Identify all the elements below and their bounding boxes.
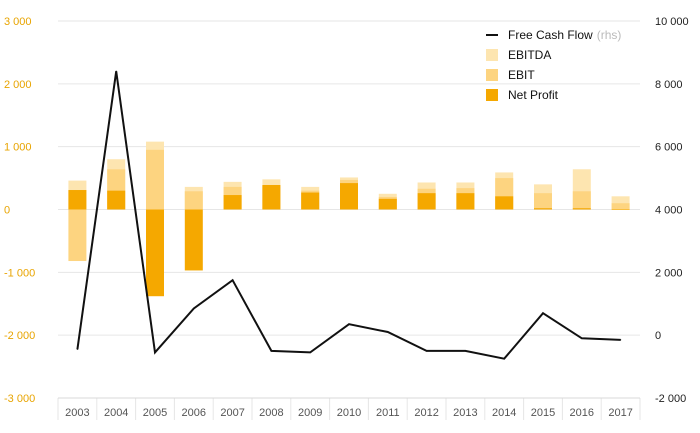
point-free-cash-flow — [309, 351, 311, 354]
bar-net-profit — [456, 193, 475, 210]
point-free-cash-flow — [620, 339, 622, 341]
x-tick-label: 2006 — [182, 407, 206, 419]
bar-ebit — [68, 209, 87, 262]
bar-net-profit — [68, 190, 87, 210]
bar-ebit — [184, 191, 203, 210]
point-free-cash-flow — [115, 70, 117, 72]
point-free-cash-flow — [581, 337, 583, 339]
legend-label-net-profit: Net Profit — [508, 88, 559, 102]
legend-name: Net Profit — [508, 88, 559, 102]
x-tick-label: 2011 — [376, 407, 400, 419]
x-tick-label: 2016 — [570, 407, 594, 419]
x-tick-label: 2013 — [453, 407, 477, 419]
legend-marker-net-profit — [486, 89, 498, 101]
point-free-cash-flow — [76, 348, 78, 350]
legend: Free Cash Flow (rhs) EBITDA EBIT Net Profit — [486, 28, 621, 102]
x-tick-label: 2008 — [259, 407, 283, 419]
bar-net-profit — [301, 192, 320, 210]
bar-net-profit — [262, 184, 281, 210]
bar-net-profit — [495, 196, 514, 210]
point-free-cash-flow — [426, 350, 428, 352]
point-free-cash-flow — [503, 358, 505, 360]
bar-net-profit — [107, 190, 126, 210]
point-free-cash-flow — [464, 350, 466, 352]
point-free-cash-flow — [154, 351, 156, 354]
x-tick-label: 2005 — [143, 407, 167, 419]
point-free-cash-flow — [387, 331, 389, 333]
y-tick-label-left: -3 000 — [4, 393, 35, 405]
x-tick-label: 2014 — [492, 407, 516, 419]
y-tick-label-left: 1 000 — [4, 142, 32, 154]
legend-marker-ebitda — [486, 49, 498, 61]
free-cash-flow-line-group — [76, 70, 622, 360]
bar-net-profit — [417, 193, 436, 210]
legend-marker-ebit — [486, 69, 498, 81]
y-tick-label-right: 2 000 — [655, 267, 683, 279]
bars — [68, 141, 630, 297]
legend-note: (rhs) — [597, 28, 622, 42]
legend-label-free-cash-flow: Free Cash Flow (rhs) — [508, 28, 621, 42]
bar-ebit — [146, 149, 164, 210]
legend-label-ebitda: EBITDA — [508, 48, 551, 62]
bar-net-profit — [378, 198, 397, 210]
y-tick-label-right: 0 — [655, 330, 661, 342]
y-tick-label-right: 6 000 — [655, 142, 683, 154]
x-tick-label: 2012 — [414, 407, 438, 419]
legend-name: EBITDA — [508, 48, 551, 62]
bar-net-profit — [534, 208, 552, 210]
bar-net-profit — [572, 208, 591, 210]
y-tick-label-right: 8 000 — [655, 79, 683, 91]
x-tick-label: 2010 — [337, 407, 361, 419]
y-tick-label-right: 4 000 — [655, 205, 683, 217]
y-tick-label-right: -2 000 — [655, 393, 686, 405]
legend-name: Free Cash Flow — [508, 28, 593, 42]
legend-label-ebit: EBIT — [508, 68, 535, 82]
point-free-cash-flow — [270, 350, 272, 352]
bar-net-profit — [340, 183, 358, 210]
bar-net-profit — [184, 209, 203, 271]
y-tick-label-left: -1 000 — [4, 267, 35, 279]
bar-net-profit — [611, 209, 630, 210]
point-free-cash-flow — [542, 312, 544, 314]
x-tick-label: 2007 — [220, 407, 244, 419]
x-tick-label: 2009 — [298, 407, 322, 419]
y-tick-label-left: 0 — [4, 205, 10, 217]
point-free-cash-flow — [193, 307, 195, 310]
bar-net-profit — [223, 195, 242, 210]
x-tick-label: 2004 — [104, 407, 128, 419]
axes: -3 000 -2 000 -1 000 0 1 000 2 000 3 000 -2 000… — [4, 16, 689, 419]
legend-name: EBIT — [508, 68, 535, 82]
point-free-cash-flow — [232, 279, 234, 281]
bar-net-profit — [146, 209, 164, 297]
y-tick-label-right: 10 000 — [655, 16, 689, 28]
bar-ebit — [611, 203, 630, 210]
bar-ebit — [534, 193, 552, 210]
y-tick-label-left: 2 000 — [4, 79, 32, 91]
gridlines — [57, 20, 641, 420]
y-tick-label-left: -2 000 — [4, 330, 35, 342]
x-tick-label: 2015 — [531, 407, 555, 419]
x-tick-label: 2017 — [608, 407, 632, 419]
bar-ebit — [572, 191, 591, 210]
y-tick-label-left: 3 000 — [4, 16, 32, 28]
point-free-cash-flow — [348, 323, 350, 325]
x-tick-label: 2003 — [65, 407, 89, 419]
